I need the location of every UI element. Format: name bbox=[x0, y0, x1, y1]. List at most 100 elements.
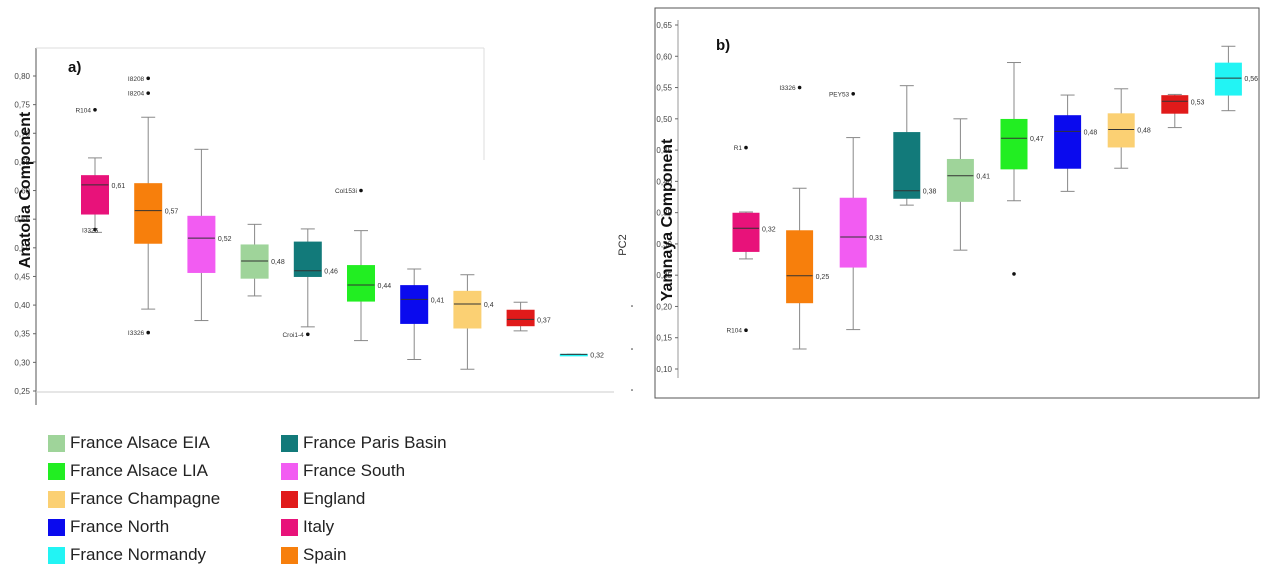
b-box-italy bbox=[732, 212, 760, 252]
b-outlier-label: R104 bbox=[726, 328, 742, 335]
b-box-france-normandy bbox=[1214, 62, 1242, 96]
legend-swatch bbox=[48, 546, 65, 564]
b-median-label: 0,41 bbox=[976, 174, 990, 181]
a-box-france-alsace-eia bbox=[240, 244, 269, 279]
a-right-axis-dot bbox=[631, 305, 633, 307]
a-median-label: 0,44 bbox=[378, 283, 392, 290]
legend-item: France Champagne bbox=[48, 488, 220, 510]
a-right-axis-dot bbox=[631, 348, 633, 350]
b-outlier-label: R1 bbox=[734, 145, 743, 152]
b-box-france-alsace-lia bbox=[1000, 118, 1028, 170]
b-median-label: 0,48 bbox=[1137, 127, 1151, 134]
a-outlier-point bbox=[359, 188, 363, 193]
b-outlier-label: I3326 bbox=[779, 85, 796, 92]
a-y-tick-label: 0,60 bbox=[14, 187, 30, 196]
a-box-france-north bbox=[400, 285, 429, 324]
a-outlier-label: I3326 bbox=[82, 227, 99, 234]
b-y-tick-label: 0,15 bbox=[656, 334, 672, 343]
legend-item: France Normandy bbox=[48, 544, 206, 566]
a-y-tick-label: 0,30 bbox=[14, 358, 30, 367]
legend-item: France Alsace EIA bbox=[48, 432, 210, 454]
b-box-france-champagne bbox=[1107, 113, 1135, 148]
legend-swatch bbox=[281, 434, 298, 452]
a-outlier-label: I8204 bbox=[128, 91, 145, 98]
b-y-tick-label: 0,40 bbox=[656, 177, 672, 186]
a-outlier-point bbox=[146, 91, 150, 95]
a-outlier-label: Col153i bbox=[335, 188, 357, 195]
a-box-france-champagne bbox=[453, 290, 482, 329]
a-right-axis-dot bbox=[631, 389, 633, 391]
b-y-axis-title: Yamnaya Component bbox=[659, 138, 676, 301]
a-y-tick-label: 0,75 bbox=[14, 101, 30, 110]
legend-item: France Paris Basin bbox=[281, 432, 447, 454]
a-right-axis-label: PC2 bbox=[617, 234, 629, 255]
a-y-tick-label: 0,80 bbox=[14, 72, 30, 81]
legend-label: France Paris Basin bbox=[303, 433, 447, 452]
a-outlier-label: Croi1-4 bbox=[282, 332, 304, 339]
b-frame bbox=[654, 7, 1260, 399]
b-median-label: 0,25 bbox=[816, 274, 830, 281]
legend-label: England bbox=[303, 489, 366, 508]
b-box-france-alsace-eia bbox=[946, 158, 974, 202]
a-y-tick-label: 0,55 bbox=[14, 215, 30, 224]
a-outlier-point bbox=[306, 332, 310, 337]
a-median-label: 0,48 bbox=[271, 259, 285, 266]
b-outlier-label: PEY53 bbox=[829, 91, 850, 98]
a-box-spain bbox=[134, 183, 163, 244]
b-median-label: 0,53 bbox=[1191, 99, 1205, 106]
legend-label: France Alsace LIA bbox=[70, 461, 208, 480]
a-y-tick-label: 0,35 bbox=[14, 330, 30, 339]
legend-item: France North bbox=[48, 516, 169, 538]
legend: France Alsace EIA France Alsace LIA France… bbox=[48, 432, 608, 572]
legend-label: France Alsace EIA bbox=[70, 433, 210, 452]
a-median-label: 0,57 bbox=[165, 209, 179, 216]
legend-item: France South bbox=[281, 460, 405, 482]
a-box-france-south bbox=[187, 215, 216, 273]
a-outlier-label: R104 bbox=[75, 107, 91, 114]
a-box-england bbox=[506, 309, 535, 327]
b-y-tick-label: 0,45 bbox=[656, 146, 672, 155]
a-box-italy bbox=[81, 175, 109, 215]
b-box-england bbox=[1161, 95, 1189, 114]
b-y-tick-label: 0,30 bbox=[656, 240, 672, 249]
a-median-label: 0,41 bbox=[431, 297, 445, 304]
b-box-france-paris-basin bbox=[893, 132, 921, 199]
b-outlier-point bbox=[851, 92, 855, 96]
b-y-tick-label: 0,55 bbox=[656, 84, 672, 93]
a-y-tick-label: 0,70 bbox=[14, 129, 30, 138]
a-y-tick-label: 0,40 bbox=[14, 301, 30, 310]
a-y-tick-label: 0,65 bbox=[14, 158, 30, 167]
b-outlier-point bbox=[744, 145, 748, 150]
a-y-axis-title: Anatolia Component bbox=[17, 111, 34, 268]
a-outlier-label: I8208 bbox=[128, 76, 145, 83]
b-panel-label: b) bbox=[716, 37, 730, 54]
b-outlier-point bbox=[1012, 272, 1016, 276]
b-outlier-point bbox=[744, 328, 748, 333]
a-median-label: 0,52 bbox=[218, 236, 232, 243]
a-outlier-point bbox=[146, 76, 150, 81]
legend-label: France Champagne bbox=[70, 489, 221, 508]
legend-label: Italy bbox=[303, 517, 335, 536]
a-median-label: 0,32 bbox=[590, 352, 604, 359]
legend-swatch bbox=[48, 434, 65, 452]
b-median-label: 0,48 bbox=[1084, 129, 1098, 136]
b-median-label: 0,47 bbox=[1030, 136, 1044, 143]
chart-a: 0,25 0,30 0,35 0,40 0,45 0,50 0,55 0,60 0,65 0,70… bbox=[14, 47, 633, 405]
b-outlier-point bbox=[797, 85, 802, 90]
b-median-label: 0,56 bbox=[1244, 76, 1258, 83]
b-y-tick-label: 0,25 bbox=[656, 271, 672, 280]
a-median-label: 0,4 bbox=[484, 302, 494, 309]
legend-swatch bbox=[281, 546, 298, 564]
legend-label: France South bbox=[303, 461, 406, 480]
chart-b: 0,10 0,15 0,20 0,25 0,30 0,35 0,40 0,45 0,50 0,55… bbox=[654, 7, 1260, 399]
b-y-tick-label: 0,20 bbox=[656, 302, 672, 311]
a-outlier-point bbox=[146, 330, 150, 335]
b-median-label: 0,31 bbox=[869, 235, 883, 242]
legend-label: France North bbox=[70, 517, 170, 536]
a-y-tick-label: 0,25 bbox=[14, 387, 30, 396]
legend-label: France Normandy bbox=[70, 545, 207, 564]
b-y-tick-label: 0,10 bbox=[656, 365, 672, 374]
a-box-france-paris-basin bbox=[293, 241, 322, 277]
a-y-tick-label: 0,50 bbox=[14, 244, 30, 253]
b-y-tick-label: 0,60 bbox=[656, 52, 672, 61]
